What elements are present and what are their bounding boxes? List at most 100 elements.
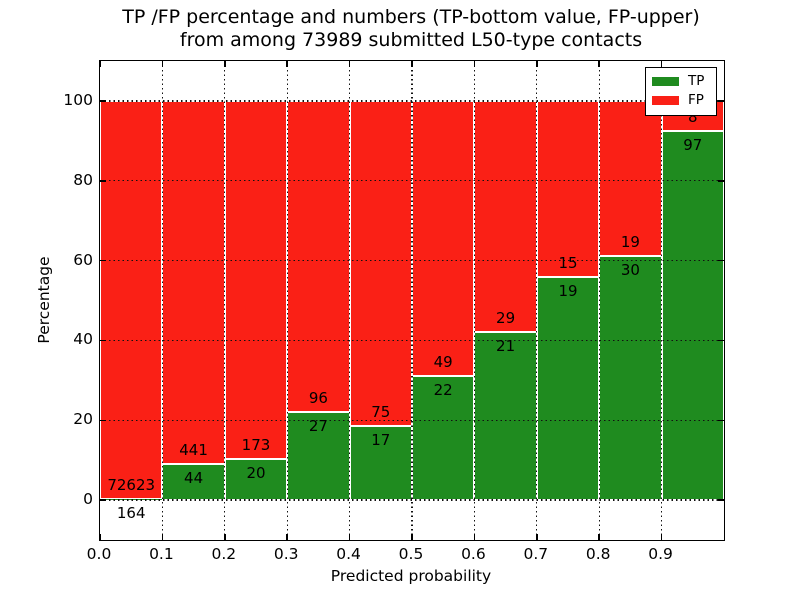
tp-count-label-0.0: 164 xyxy=(116,504,146,523)
bar-segment-fp-0.5 xyxy=(412,100,475,377)
legend-label-fp: FP xyxy=(688,92,704,108)
x-axis-label: Predicted probability xyxy=(330,567,492,585)
x-tick-label-0.1: 0.1 xyxy=(149,545,174,563)
y-tick-left xyxy=(100,180,106,182)
x-gridline-0.2 xyxy=(224,61,226,540)
y-tick-label-0: 0 xyxy=(83,490,93,509)
fp-count-label-0.3: 96 xyxy=(308,389,328,408)
tp-count-label-0.4: 17 xyxy=(371,431,391,450)
x-tick-label-0.8: 0.8 xyxy=(585,545,611,563)
x-tick-label-0.9: 0.9 xyxy=(648,545,673,563)
tp-count-label-0.5: 22 xyxy=(433,381,453,400)
y-tick-left xyxy=(100,259,106,262)
fp-count-label-0.9: 8 xyxy=(688,108,698,127)
y-tick-left xyxy=(100,419,106,421)
x-gridline-0.4 xyxy=(349,61,351,540)
x-tick-bottom xyxy=(660,534,663,540)
x-gridline-0.5 xyxy=(411,61,413,540)
bar-segment-fp-0.4 xyxy=(349,100,412,427)
x-tick-label-0.5: 0.5 xyxy=(398,545,424,563)
legend: TP FP xyxy=(645,67,717,116)
tp-count-label-0.3: 27 xyxy=(308,417,328,436)
tp-count-label-0.1: 44 xyxy=(184,468,204,487)
x-gridline-0.9 xyxy=(661,61,663,540)
y-tick-right xyxy=(718,259,724,262)
bar-segment-tp-0.6 xyxy=(474,332,537,501)
tp-count-label-0.7: 19 xyxy=(558,282,578,301)
plot-area: 72623 164 441 44 173 20 96 27 75 17 49 22 29 21 15 19 19… xyxy=(99,60,725,541)
legend-label-tp: TP xyxy=(688,73,705,89)
bar-segment-tp-0.4 xyxy=(349,426,412,501)
x-tick-top xyxy=(224,61,226,67)
x-tick-top xyxy=(161,61,164,67)
x-tick-top xyxy=(598,61,600,67)
chart-title: TP /FP percentage and numbers (TP-bottom… xyxy=(99,6,723,52)
x-tick-bottom xyxy=(286,534,288,540)
bar-segment-fp-0.3 xyxy=(287,100,350,413)
bar-segment-fp-0.8 xyxy=(599,100,662,256)
x-tick-label-0.7: 0.7 xyxy=(523,545,549,563)
x-tick-label-0.0: 0.0 xyxy=(86,545,112,563)
fp-count-label-0.0: 72623 xyxy=(107,476,156,495)
tp-count-label-0.9: 97 xyxy=(683,136,703,155)
y-tick-label-60: 60 xyxy=(73,250,93,269)
fp-count-label-0.7: 15 xyxy=(558,254,578,273)
x-tick-top xyxy=(411,61,413,67)
x-tick-label-0.3: 0.3 xyxy=(273,545,299,563)
x-gridline-0.8 xyxy=(598,61,600,540)
x-tick-label-0.2: 0.2 xyxy=(211,545,237,563)
bar-segment-fp-0.7 xyxy=(536,100,600,277)
y-tick-label-100: 100 xyxy=(63,90,93,109)
bar-segment-fp-0.0 xyxy=(100,100,163,500)
x-tick-top xyxy=(473,61,476,67)
x-tick-label-0.4: 0.4 xyxy=(336,545,361,563)
y-tick-right xyxy=(718,339,724,342)
x-tick-bottom xyxy=(348,534,351,540)
x-gridline-0.7 xyxy=(536,61,538,540)
y-tick-right xyxy=(718,100,724,102)
y-tick-right xyxy=(718,180,724,182)
y-tick-label-40: 40 xyxy=(73,330,93,349)
x-tick-bottom xyxy=(99,534,101,540)
x-tick-top xyxy=(660,61,663,67)
y-tick-label-20: 20 xyxy=(73,410,93,429)
fp-count-label-0.4: 75 xyxy=(371,403,391,422)
x-tick-top xyxy=(99,61,101,67)
fp-count-label-0.2: 173 xyxy=(241,435,271,454)
x-tick-bottom xyxy=(161,534,164,540)
fp-count-label-0.1: 441 xyxy=(179,440,208,459)
bar-segment-tp-0.7 xyxy=(536,277,600,501)
fp-count-label-0.5: 49 xyxy=(433,353,453,372)
y-tick-right xyxy=(718,419,724,421)
y-tick-label-80: 80 xyxy=(73,170,93,189)
x-gridline-0.6 xyxy=(473,61,476,540)
legend-swatch-fp-icon xyxy=(652,96,679,105)
fp-count-label-0.6: 29 xyxy=(496,309,516,328)
x-tick-bottom xyxy=(411,534,413,540)
tp-count-label-0.2: 20 xyxy=(246,463,266,482)
x-tick-top xyxy=(536,61,538,67)
fp-count-label-0.8: 19 xyxy=(620,232,640,251)
x-tick-bottom xyxy=(224,534,226,540)
legend-entry-fp: FP xyxy=(652,91,710,110)
bar-segment-fp-0.6 xyxy=(474,100,537,333)
x-tick-bottom xyxy=(598,534,600,540)
bar-segment-tp-0.8 xyxy=(599,255,662,501)
bar-segment-tp-0.9 xyxy=(661,131,724,501)
tp-count-label-0.8: 30 xyxy=(620,260,640,279)
x-tick-bottom xyxy=(473,534,476,540)
tp-count-label-0.6: 21 xyxy=(496,337,516,356)
y-tick-left xyxy=(100,100,106,102)
bar-segment-fp-0.1 xyxy=(162,100,225,464)
legend-entry-tp: TP xyxy=(652,72,710,91)
y-tick-right xyxy=(718,499,724,501)
y-tick-left xyxy=(100,339,106,342)
x-tick-bottom xyxy=(536,534,538,540)
x-tick-label-0.6: 0.6 xyxy=(461,545,486,563)
chart-title-line1: TP /FP percentage and numbers (TP-bottom… xyxy=(122,6,700,28)
bar-segment-fp-0.2 xyxy=(224,100,288,459)
x-gridline-0.1 xyxy=(161,61,164,540)
legend-swatch-tp-icon xyxy=(652,77,679,86)
x-gridline-0.3 xyxy=(286,61,288,540)
